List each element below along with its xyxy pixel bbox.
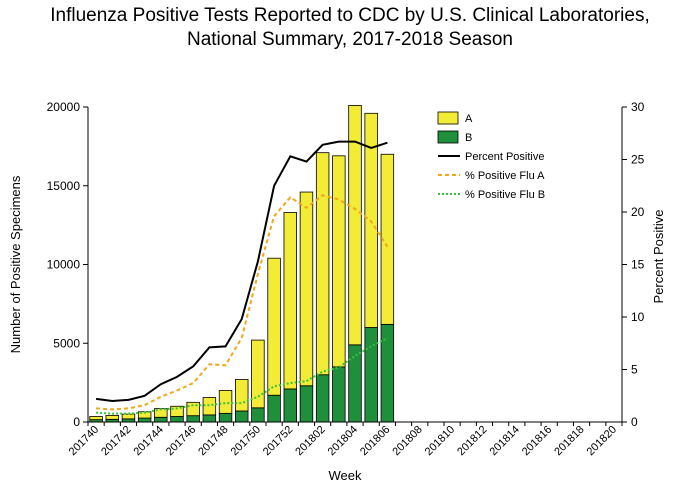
bar-flu-a-201806	[380, 153, 395, 325]
bar-flu-b-201803	[332, 366, 346, 423]
x-tick-label: 201744	[131, 424, 165, 458]
bar-flu-b-201745	[170, 416, 184, 423]
ticks-layer: 0500010000150002000005101520253020174020…	[47, 100, 645, 458]
right-y-tick-label: 5	[631, 363, 638, 377]
legend: A B Percent Positive % Positive Flu A % …	[437, 111, 545, 201]
legend-label-percent-flu-a: % Positive Flu A	[465, 170, 545, 182]
bar-flu-a-201748	[218, 390, 233, 414]
bar-flu-b-201804	[348, 344, 362, 423]
x-tick-label: 201746	[164, 424, 198, 458]
bar-flu-a-201801	[299, 191, 314, 387]
line-percent-positive	[95, 140, 388, 403]
right-y-tick-label: 10	[631, 310, 645, 324]
x-tick-label: 201814	[487, 424, 521, 458]
x-tick-label: 201802	[293, 424, 327, 458]
bar-flu-b-201805	[364, 327, 378, 423]
x-tick-label: 201750	[229, 424, 263, 458]
line-percent-flu-a	[96, 194, 389, 411]
legend-swatch-flu-a	[437, 111, 459, 125]
left-y-tick-label: 10000	[47, 258, 81, 272]
right-y-axis-title: Percent Positive	[651, 210, 666, 304]
x-tick-label: 201812	[455, 424, 489, 458]
bar-flu-b-201801	[299, 385, 314, 423]
left-y-tick-label: 5000	[53, 336, 80, 350]
bar-flu-a-201741	[105, 414, 119, 420]
bar-flu-b-201747	[202, 414, 217, 423]
bar-flu-a-201749	[235, 379, 249, 412]
x-tick-label: 201818	[552, 424, 586, 458]
bar-flu-b-201750	[251, 407, 265, 423]
x-tick-label: 201820	[585, 424, 619, 458]
x-tick-label: 201804	[326, 424, 360, 458]
bar-flu-b-201749	[235, 410, 249, 423]
legend-swatch-flu-b	[437, 130, 459, 144]
bar-flu-a-201804	[348, 105, 362, 346]
x-axis-title: Week	[329, 468, 362, 483]
legend-label-flu-b: B	[465, 132, 472, 144]
bars-layer	[89, 105, 395, 423]
right-y-tick-label: 25	[631, 153, 645, 167]
legend-label-percent-positive: Percent Positive	[465, 151, 544, 163]
left-y-tick-label: 15000	[47, 179, 81, 193]
x-tick-label: 201806	[358, 424, 392, 458]
chart-title: Influenza Positive Tests Reported to CDC…	[0, 4, 700, 52]
x-tick-label: 201808	[390, 424, 424, 458]
bar-flu-a-201747	[202, 397, 217, 416]
bar-flu-a-201740	[89, 416, 103, 421]
left-y-axis-title: Number of Positive Specimens	[8, 175, 23, 353]
bar-flu-b-201806	[380, 323, 395, 423]
legend-label-flu-a: A	[465, 113, 473, 125]
bar-flu-a-201745	[170, 405, 184, 417]
bar-flu-b-201802	[315, 374, 330, 423]
chart-title-line-2: National Summary, 2017-2018 Season	[186, 29, 513, 50]
bar-flu-a-201752	[283, 212, 297, 390]
left-y-tick-label: 20000	[47, 100, 81, 114]
right-y-tick-label: 30	[631, 100, 645, 114]
x-tick-label: 201742	[99, 424, 133, 458]
bar-flu-b-201748	[218, 412, 233, 423]
x-tick-label: 201816	[520, 424, 554, 458]
bar-flu-b-201751	[267, 394, 281, 423]
bar-flu-b-201752	[283, 388, 297, 423]
bar-flu-a-201751	[267, 257, 281, 396]
bar-flu-b-201746	[186, 415, 200, 423]
x-tick-label: 201748	[196, 424, 230, 458]
bar-flu-b-201744	[154, 416, 168, 423]
bar-flu-b-201743	[137, 417, 152, 423]
legend-label-percent-flu-b: % Positive Flu B	[465, 189, 545, 201]
right-y-tick-label: 15	[631, 258, 645, 272]
line-percent-flu-b	[96, 337, 388, 415]
x-tick-label: 201752	[261, 424, 295, 458]
bar-flu-a-201802	[315, 152, 330, 376]
right-y-tick-label: 20	[631, 205, 645, 219]
bar-flu-a-201750	[251, 339, 265, 409]
bar-flu-a-201742	[121, 413, 136, 420]
chart-title-line-1: Influenza Positive Tests Reported to CDC…	[50, 5, 650, 26]
lines-layer	[95, 140, 389, 415]
x-tick-label: 201810	[423, 424, 457, 458]
left-y-tick-label: 0	[73, 415, 80, 429]
right-y-tick-label: 0	[631, 415, 638, 429]
bar-flu-a-201803	[332, 155, 346, 368]
x-tick-label: 201740	[67, 424, 101, 458]
